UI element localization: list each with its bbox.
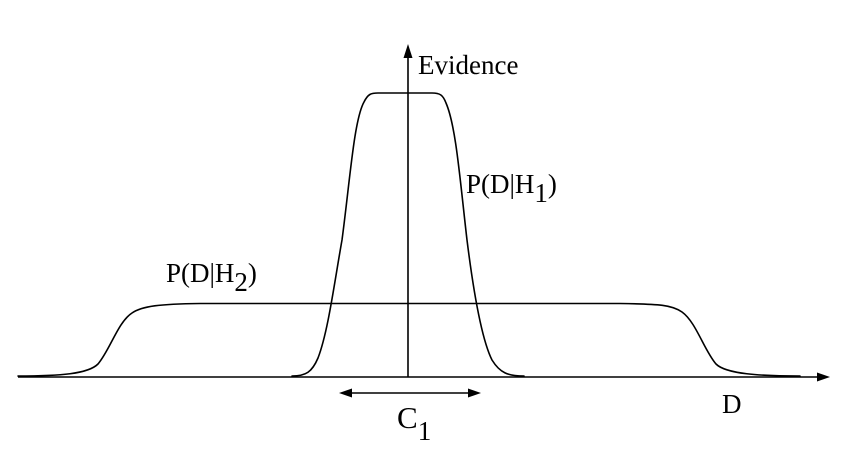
curve-p-d-h2 xyxy=(18,304,800,377)
label-p-d-h1: P(D|H1) xyxy=(466,169,557,208)
label-p-d-h2-base: P(D|H xyxy=(166,258,234,288)
label-p-d-h1-base: P(D|H xyxy=(466,169,534,199)
y-axis-arrowhead xyxy=(404,44,413,58)
c1-range-arrow xyxy=(339,389,481,398)
label-c1-sub: 1 xyxy=(418,416,432,446)
c1-right-arrowhead xyxy=(468,389,481,398)
label-p-d-h1-sub: 1 xyxy=(534,178,548,208)
x-axis-label: D xyxy=(722,389,742,419)
label-c1: C1 xyxy=(397,400,431,446)
x-axis xyxy=(18,373,830,382)
c1-left-arrowhead xyxy=(339,389,352,398)
label-p-d-h1-close: ) xyxy=(548,169,557,199)
x-axis-arrowhead xyxy=(817,373,830,382)
label-c1-base: C xyxy=(397,400,418,435)
y-axis-label: Evidence xyxy=(418,50,518,80)
label-p-d-h2: P(D|H2) xyxy=(166,258,257,297)
label-p-d-h2-sub: 2 xyxy=(234,267,248,297)
y-axis xyxy=(404,44,413,377)
label-p-d-h2-close: ) xyxy=(248,258,257,288)
